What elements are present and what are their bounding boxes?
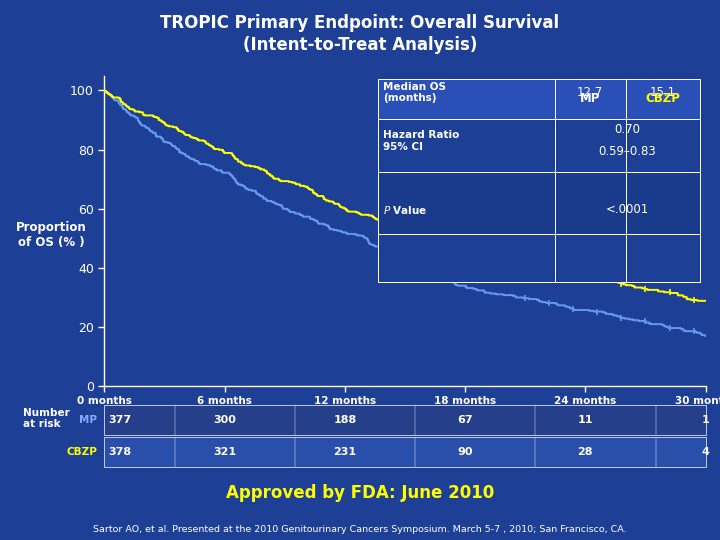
Text: 11: 11 [577,415,593,425]
Text: CBZP: CBZP [645,92,680,105]
Text: 15.1: 15.1 [649,86,675,99]
Bar [378,79,700,119]
Text: Sartor AO, et al. Presented at the 2010 Genitourinary Cancers Symposium. March 5: Sartor AO, et al. Presented at the 2010 … [93,524,627,534]
Text: 28: 28 [577,447,593,457]
Text: Median OS
(months): Median OS (months) [383,82,446,104]
Text: $\mathit{P}$ Value: $\mathit{P}$ Value [383,204,427,216]
Text: Number
at risk: Number at risk [23,408,70,429]
Text: 12.7: 12.7 [577,86,603,99]
Text: 321: 321 [213,447,236,457]
Text: Hazard Ratio
95% CI: Hazard Ratio 95% CI [383,130,459,152]
Text: TROPIC Primary Endpoint: Overall Survival
(Intent-to-Treat Analysis): TROPIC Primary Endpoint: Overall Surviva… [161,14,559,53]
Text: 0.70: 0.70 [614,123,640,136]
Text: 4: 4 [702,447,709,457]
Text: MP: MP [79,415,97,425]
Text: Approved by FDA: June 2010: Approved by FDA: June 2010 [226,484,494,502]
Text: MP: MP [580,92,600,105]
Text: 1: 1 [702,415,709,425]
Text: <.0001: <.0001 [606,204,649,217]
Text: 0.59–0.83: 0.59–0.83 [598,145,656,158]
Text: 300: 300 [213,415,236,425]
Text: Proportion
of OS (% ): Proportion of OS (% ) [16,221,86,249]
Bar [378,172,700,234]
Text: 378: 378 [108,447,131,457]
Text: 188: 188 [333,415,356,425]
Bar [378,119,700,172]
Text: 231: 231 [333,447,356,457]
Text: 90: 90 [457,447,473,457]
Text: 67: 67 [457,415,473,425]
Bar [378,234,700,282]
Text: CBZP: CBZP [66,447,97,457]
Text: 377: 377 [108,415,131,425]
